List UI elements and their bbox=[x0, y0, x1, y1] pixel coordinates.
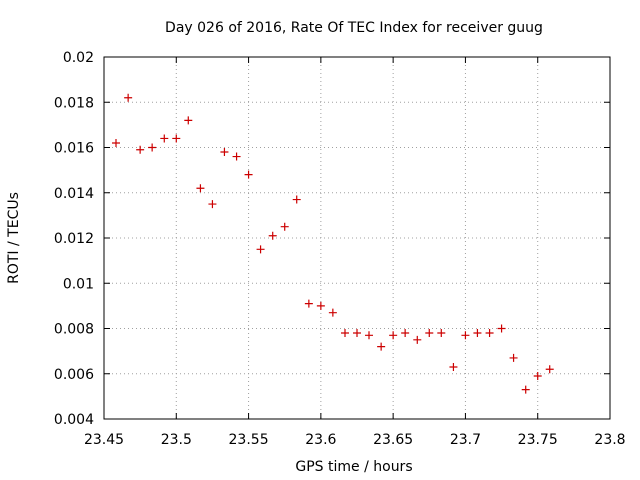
data-point bbox=[256, 245, 265, 254]
y-tick-label: 0.012 bbox=[54, 231, 94, 247]
y-tick-label: 0.008 bbox=[54, 322, 94, 338]
data-point bbox=[545, 365, 554, 374]
data-point bbox=[364, 331, 373, 340]
data-point bbox=[184, 116, 193, 125]
data-point bbox=[124, 93, 133, 102]
data-point bbox=[268, 231, 277, 240]
data-point bbox=[473, 329, 482, 338]
data-point bbox=[521, 385, 530, 394]
data-point bbox=[316, 301, 325, 310]
data-point bbox=[389, 331, 398, 340]
data-point bbox=[353, 329, 361, 338]
data-point bbox=[220, 148, 229, 157]
data-point bbox=[497, 324, 506, 333]
data-point bbox=[413, 335, 422, 344]
data-point bbox=[160, 134, 169, 143]
y-tick-label: 0.014 bbox=[54, 186, 94, 202]
data-point bbox=[377, 342, 386, 351]
data-point bbox=[449, 362, 458, 371]
data-point bbox=[401, 329, 410, 338]
data-points bbox=[111, 93, 554, 394]
axis-ticks: 23.45 23.5 23.55 23.6 23.65 23.7 23.75 23.8 0.00… bbox=[54, 50, 626, 448]
data-point bbox=[208, 200, 217, 209]
data-point bbox=[292, 195, 301, 204]
y-tick-label: 0.004 bbox=[54, 412, 94, 428]
y-tick-label: 0.006 bbox=[54, 367, 94, 383]
data-point bbox=[509, 353, 518, 362]
data-point bbox=[111, 138, 120, 147]
y-axis-label: ROTI / TECUs bbox=[6, 192, 22, 284]
data-point bbox=[461, 331, 470, 340]
data-point bbox=[136, 145, 145, 154]
y-tick-label: 0.01 bbox=[63, 276, 94, 292]
x-tick-label: 23.65 bbox=[373, 432, 413, 448]
x-tick-label: 23.5 bbox=[161, 432, 192, 448]
data-point bbox=[437, 329, 446, 338]
x-tick-label: 23.7 bbox=[450, 432, 481, 448]
y-tick-label: 0.018 bbox=[54, 95, 94, 111]
data-point bbox=[485, 329, 494, 338]
data-point bbox=[148, 143, 157, 152]
chart-title: Day 026 of 2016, Rate Of TEC Index for r… bbox=[165, 20, 543, 36]
data-point bbox=[425, 329, 434, 338]
x-tick-label: 23.75 bbox=[518, 432, 558, 448]
x-tick-label: 23.6 bbox=[305, 432, 336, 448]
y-tick-label: 0.016 bbox=[54, 141, 94, 157]
x-tick-label: 23.45 bbox=[84, 432, 124, 448]
data-point bbox=[533, 372, 542, 381]
data-point bbox=[196, 184, 205, 193]
data-point bbox=[232, 152, 241, 161]
x-tick-label: 23.8 bbox=[594, 432, 625, 448]
x-tick-label: 23.55 bbox=[229, 432, 269, 448]
data-point bbox=[328, 308, 337, 317]
grid-lines bbox=[104, 57, 610, 419]
data-point bbox=[341, 329, 350, 338]
data-point bbox=[304, 299, 313, 308]
x-axis-label: GPS time / hours bbox=[295, 459, 412, 475]
data-point bbox=[280, 222, 289, 231]
data-point bbox=[244, 170, 253, 179]
y-tick-label: 0.02 bbox=[63, 50, 94, 66]
data-point bbox=[172, 134, 181, 143]
